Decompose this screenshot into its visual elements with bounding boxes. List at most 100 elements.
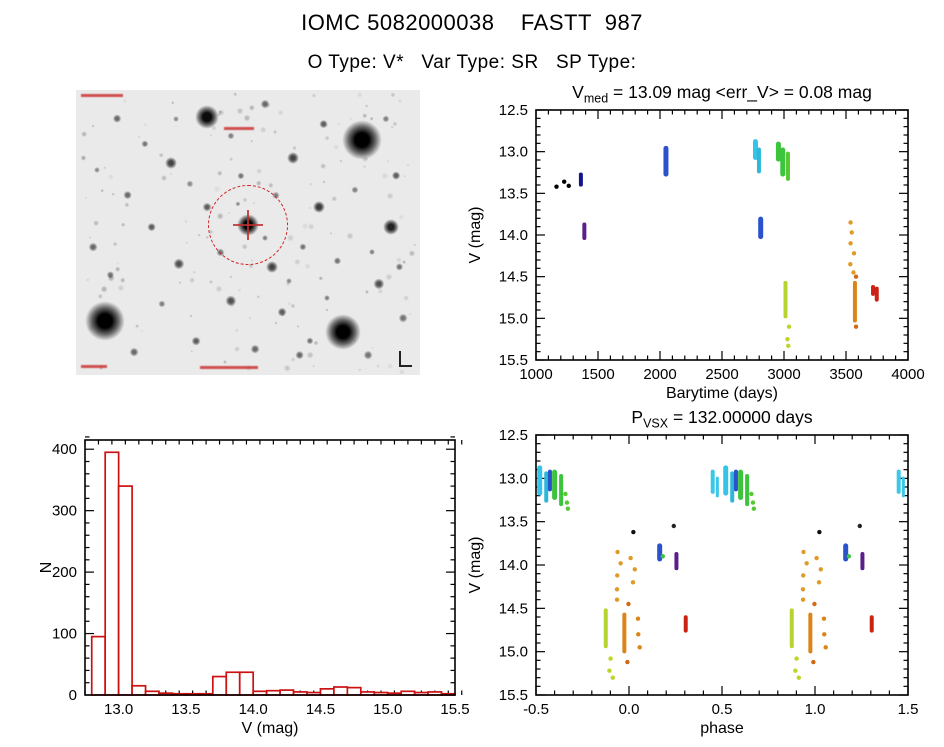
noise-speckle	[390, 125, 394, 129]
noise-speckle	[98, 294, 103, 299]
tick-marks	[535, 434, 909, 696]
noise-speckle	[256, 294, 260, 299]
data-point	[610, 675, 615, 680]
y-tick-label: 15.5	[499, 687, 528, 704]
y-axis-label: V (mag)	[467, 537, 484, 594]
data-cluster	[843, 543, 849, 562]
noise-speckle	[80, 155, 86, 161]
noise-speckle	[307, 223, 315, 231]
noise-speckle	[229, 274, 233, 279]
data-point	[814, 555, 819, 561]
star	[85, 300, 126, 341]
noise-speckle	[255, 180, 262, 187]
star	[173, 258, 185, 270]
data-point	[564, 500, 570, 505]
histogram-bar	[104, 451, 120, 696]
data-point	[614, 587, 620, 592]
star	[306, 337, 314, 345]
star	[324, 314, 361, 351]
noise-speckle	[216, 170, 223, 176]
noise-speckle	[301, 222, 309, 230]
data-point	[566, 183, 571, 189]
noise-speckle	[386, 159, 391, 163]
noise-speckle	[349, 118, 352, 121]
data-cluster	[547, 469, 552, 492]
star	[260, 99, 270, 109]
data-layer	[554, 139, 879, 349]
plot-box	[535, 109, 909, 361]
star	[382, 218, 399, 235]
noise-speckle	[256, 168, 263, 174]
noise-speckle	[100, 188, 105, 193]
data-point	[793, 668, 798, 673]
noise-speckle	[377, 288, 384, 294]
noise-speckle	[277, 109, 284, 117]
y-tick-label: 15.0	[499, 644, 528, 661]
noise-speckle	[218, 109, 226, 117]
noise-speckle	[274, 321, 278, 325]
data-point	[846, 554, 852, 559]
star	[185, 180, 194, 188]
data-cluster	[901, 476, 905, 498]
noise-speckle	[233, 92, 237, 97]
data-cluster	[775, 141, 781, 162]
data-cluster	[603, 608, 608, 649]
noise-speckle	[205, 235, 209, 239]
data-point	[800, 597, 806, 602]
data-point	[750, 500, 756, 505]
noise-speckle	[120, 222, 126, 228]
noise-speckle	[332, 144, 339, 151]
noise-speckle	[398, 98, 403, 103]
data-cluster	[657, 543, 663, 562]
y-axis-label: V (mag)	[467, 207, 484, 264]
data-point	[554, 184, 559, 189]
data-point	[607, 668, 612, 673]
data-layer	[90, 451, 456, 696]
noise-speckle	[81, 155, 87, 161]
noise-speckle	[325, 308, 329, 312]
lightcurve-plot: 1000 1500 2000 2500 3000 3500 4000 12.5 13.0 13.5…	[467, 82, 925, 402]
noise-speckle	[116, 262, 119, 265]
x-tick-label: 1500	[581, 366, 614, 383]
noise-speckle	[313, 340, 319, 346]
noise-speckle	[193, 270, 196, 274]
noise-speckle	[296, 325, 299, 328]
noise-speckle	[287, 301, 291, 306]
noise-speckle	[112, 241, 118, 247]
noise-speckle	[395, 256, 402, 263]
data-point	[630, 580, 636, 585]
tick-marks	[535, 109, 909, 361]
noise-speckle	[308, 182, 313, 187]
star	[141, 140, 149, 148]
noise-speckle	[229, 157, 234, 161]
noise-speckle	[120, 277, 126, 283]
noise-speckle	[330, 232, 333, 235]
y-tick-label: 14.5	[499, 269, 528, 286]
data-cluster	[559, 474, 564, 507]
y-tick-label: 0	[69, 687, 77, 704]
data-point	[751, 506, 757, 511]
x-tick-label: 2000	[643, 366, 676, 383]
noise-speckle	[312, 364, 315, 368]
star	[319, 119, 329, 129]
noise-speckle	[91, 124, 95, 128]
annotation-text-mark	[81, 94, 124, 98]
page-subtitle: O Type: V* Var Type: SR SP Type:	[307, 52, 637, 73]
noise-speckle	[361, 113, 368, 119]
noise-speckle	[311, 93, 317, 98]
data-cluster	[710, 469, 715, 494]
star	[324, 295, 331, 302]
data-point	[851, 251, 857, 256]
star	[147, 222, 157, 232]
data-cluster	[752, 139, 758, 160]
data-cluster	[896, 469, 901, 494]
y-axis-label: N	[38, 562, 55, 574]
x-tick-label: 15.0	[373, 701, 402, 718]
noise-speckle	[159, 153, 164, 158]
x-axis-label: V (mag)	[242, 720, 299, 737]
y-tick-label: 14.5	[499, 600, 528, 617]
tick-labels: 1000 1500 2000 2500 3000 3500 4000 12.5 13.0 13.5…	[499, 102, 925, 383]
noise-speckle	[338, 122, 341, 125]
noise-speckle	[247, 263, 254, 269]
